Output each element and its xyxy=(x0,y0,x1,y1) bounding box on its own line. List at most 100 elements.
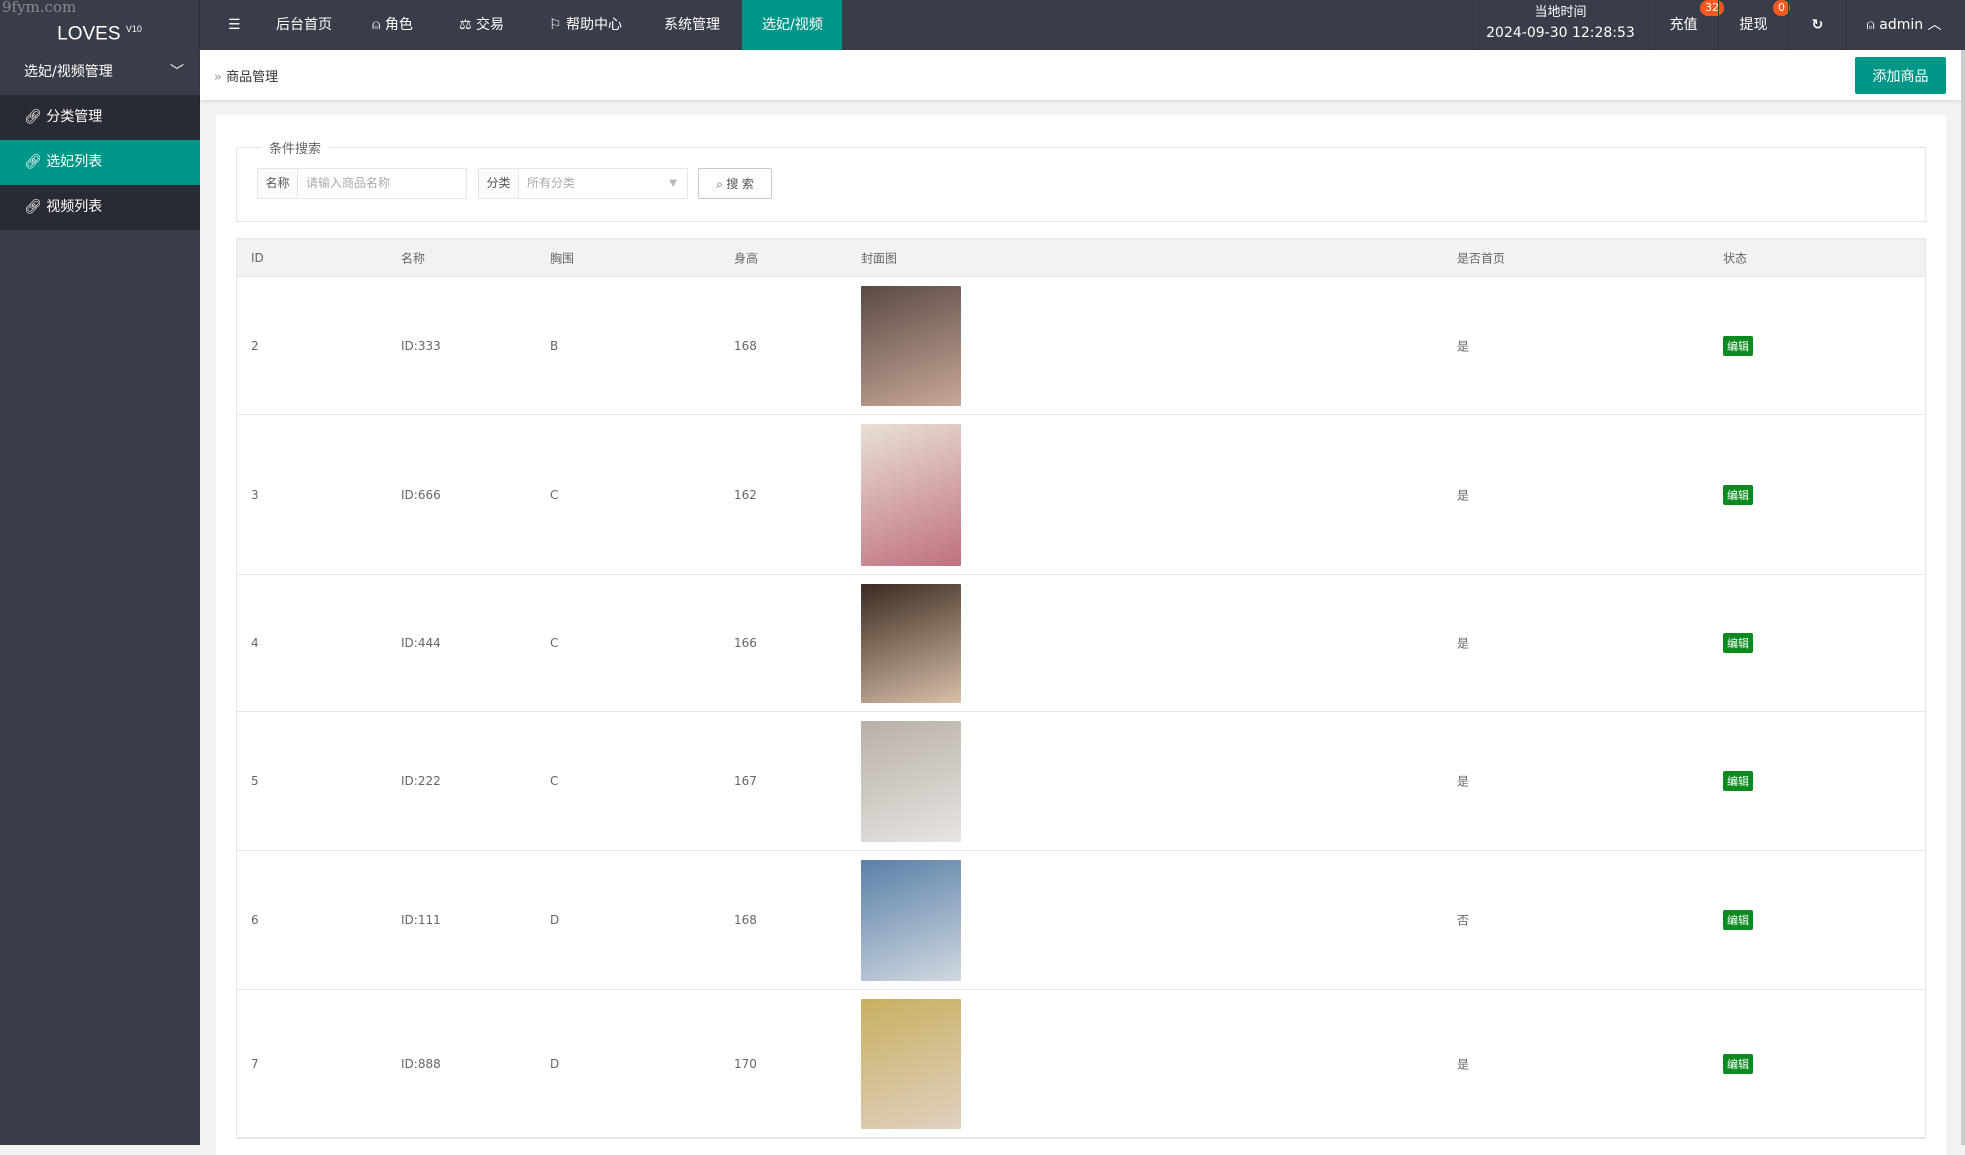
sidebar-item-selection-list[interactable]: 🔗︎ 选妃列表 xyxy=(0,140,200,185)
nav-label: 帮助中心 xyxy=(566,17,623,33)
edit-button[interactable]: 编辑 xyxy=(1723,484,1753,505)
top-header: LOVES V10 9fym.com ☰ 后台首页 ⍝ 角色 ⚖ 交易 ⚐ 帮助… xyxy=(0,0,1965,50)
cell-height: 166 xyxy=(734,636,757,650)
cell-id: 7 xyxy=(251,1056,259,1071)
cell-bust: C xyxy=(550,487,559,502)
withdraw-label: 提现 xyxy=(1739,17,1768,33)
column-header: 身高 xyxy=(734,251,759,265)
edit-button[interactable]: 编辑 xyxy=(1723,1053,1753,1074)
search-legend: 条件搜索 xyxy=(261,138,330,157)
table-row: 3 ID:666 C 162 是 编辑 xyxy=(237,415,1925,575)
cover-image xyxy=(861,424,961,566)
cell-bust: C xyxy=(550,636,559,650)
table-row: 5 ID:222 C 167 是 编辑 xyxy=(237,712,1925,851)
cell-id: 3 xyxy=(251,487,259,502)
breadcrumb-current: 商品管理 xyxy=(226,70,279,85)
cell-height: 167 xyxy=(734,774,757,788)
column-header: 状态 xyxy=(1723,251,1748,265)
column-header: 封面图 xyxy=(861,251,898,265)
cell-name: ID:666 xyxy=(401,487,441,502)
table-row: 4 ID:444 C 166 是 编辑 xyxy=(237,575,1925,712)
scale-icon: ⚖ xyxy=(459,17,477,33)
table-row: 2 ID:333 B 168 是 编辑 xyxy=(237,277,1925,415)
cell-id: 5 xyxy=(251,774,259,788)
search-button[interactable]: ⌕ 搜 索 xyxy=(698,168,772,199)
column-header: 胸围 xyxy=(550,251,575,265)
watermark: 9fym.com xyxy=(2,0,77,16)
category-value: 所有分类 xyxy=(527,176,576,190)
nav-system[interactable]: 系统管理 xyxy=(664,17,720,33)
name-input-group: 名称 请输入商品名称 xyxy=(257,168,467,199)
cell-id: 2 xyxy=(251,338,259,353)
table-row: 6 ID:111 D 168 否 编辑 xyxy=(237,851,1925,990)
cover-image xyxy=(861,860,961,981)
cell-bust: C xyxy=(550,774,559,788)
cell-id: 6 xyxy=(251,913,259,927)
cell-home: 是 xyxy=(1457,488,1470,502)
chevron-up-icon: ︿ xyxy=(1927,17,1942,33)
nav-trade[interactable]: ⚖ 交易 xyxy=(439,0,524,50)
cell-height: 168 xyxy=(734,913,757,927)
edit-button[interactable]: 编辑 xyxy=(1723,910,1753,930)
nav-help[interactable]: ⚐ 帮助中心 xyxy=(529,0,642,50)
local-time: 当地时间 2024-09-30 12:28:53 xyxy=(1472,0,1648,50)
withdraw-button[interactable]: 提现 0 xyxy=(1718,0,1790,50)
table-row: 7 ID:888 D 170 是 编辑 xyxy=(237,990,1925,1138)
group-label: 选妃/视频管理 xyxy=(24,64,113,80)
user-icon: ⍝ xyxy=(372,17,385,33)
cell-name: ID:111 xyxy=(401,913,441,927)
sidebar-item-video-list[interactable]: 🔗︎ 视频列表 xyxy=(0,185,200,230)
item-label: 分类管理 xyxy=(46,109,103,125)
menu-toggle-icon[interactable]: ☰ xyxy=(228,17,241,33)
cover-image xyxy=(861,999,961,1129)
caret-down-icon: ▼ xyxy=(669,178,677,189)
content-card: 条件搜索 名称 请输入商品名称 分类 所有分类 ▼ ⌕ 搜 索 ID 名称 胸围 身高封… xyxy=(216,115,1946,1155)
cell-bust: B xyxy=(550,338,559,353)
refresh-icon[interactable]: ↻ xyxy=(1788,0,1846,50)
edit-button[interactable]: 编辑 xyxy=(1723,771,1753,791)
double-chevron-icon: » xyxy=(214,70,227,85)
user-menu[interactable]: ⍝ admin ︿ xyxy=(1846,0,1961,50)
logo: LOVES V10 xyxy=(0,0,200,50)
nav-dashboard[interactable]: 后台首页 xyxy=(276,17,332,33)
search-button-label: 搜 索 xyxy=(726,177,754,191)
edit-button[interactable]: 编辑 xyxy=(1723,335,1753,356)
link-icon: 🔗︎ xyxy=(24,199,47,215)
cell-name: ID:333 xyxy=(401,338,441,353)
column-header: ID xyxy=(251,250,264,265)
sidebar-group[interactable]: 选妃/视频管理 ﹀ xyxy=(0,50,200,95)
add-product-button[interactable]: 添加商品 xyxy=(1855,57,1946,94)
flag-icon: ⚐ xyxy=(549,17,567,33)
nav-selection-video[interactable]: 选妃/视频 xyxy=(742,0,842,50)
cell-height: 170 xyxy=(734,1056,757,1071)
cell-height: 162 xyxy=(734,487,757,502)
sidebar-item-category[interactable]: 🔗︎ 分类管理 xyxy=(0,95,200,140)
cell-home: 否 xyxy=(1457,913,1470,928)
username: admin xyxy=(1879,17,1924,33)
cover-image xyxy=(861,721,961,842)
search-icon: ⌕ xyxy=(716,177,727,191)
name-input[interactable]: 请输入商品名称 xyxy=(306,176,391,190)
time-label: 当地时间 xyxy=(1534,5,1587,20)
link-icon: 🔗︎ xyxy=(24,109,47,125)
recharge-button[interactable]: 充值 32 xyxy=(1648,0,1724,50)
category-label: 分类 xyxy=(479,169,519,198)
nav-roles[interactable]: ⍝ 角色 xyxy=(352,0,433,50)
nav-label: 角色 xyxy=(384,17,413,33)
cell-height: 168 xyxy=(734,338,757,353)
cell-name: ID:222 xyxy=(401,774,441,788)
cover-image xyxy=(861,584,961,703)
sidebar: 选妃/视频管理 ﹀ 🔗︎ 分类管理 🔗︎ 选妃列表 🔗︎ 视频列表 xyxy=(0,50,200,1145)
logo-text: LOVES xyxy=(57,23,121,45)
time-value: 2024-09-30 12:28:53 xyxy=(1486,25,1635,41)
item-label: 视频列表 xyxy=(46,199,103,215)
edit-button[interactable]: 编辑 xyxy=(1723,633,1753,653)
column-header: 是否首页 xyxy=(1457,251,1506,265)
scrollbar[interactable] xyxy=(1961,50,1965,1145)
cell-home: 是 xyxy=(1457,774,1470,789)
category-select[interactable]: 所有分类 ▼ xyxy=(519,169,687,198)
item-label: 选妃列表 xyxy=(46,154,103,170)
cell-id: 4 xyxy=(251,636,259,650)
category-select-group: 分类 所有分类 ▼ xyxy=(478,168,688,199)
logo-version: V10 xyxy=(125,24,142,34)
